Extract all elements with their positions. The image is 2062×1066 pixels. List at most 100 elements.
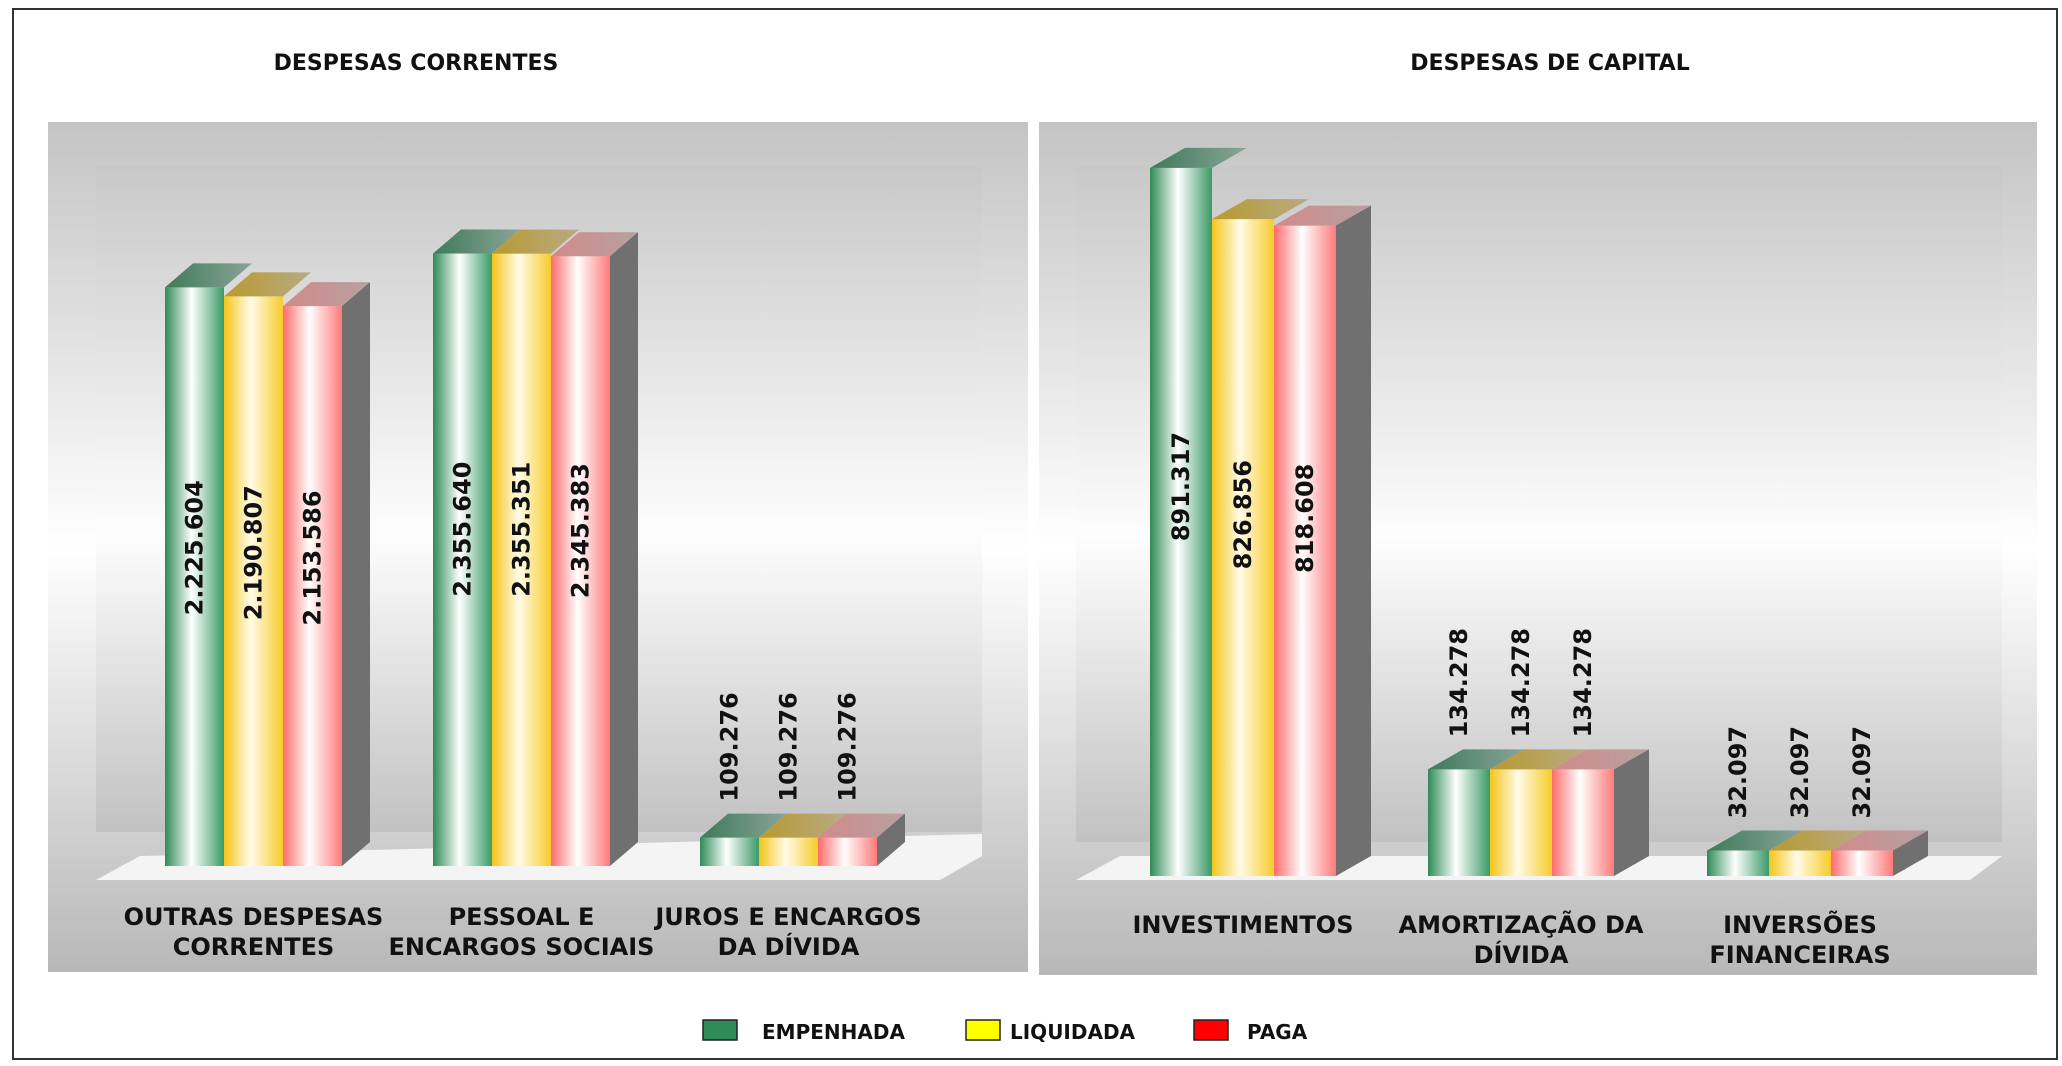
bar-right-1-empenhada-front xyxy=(1428,769,1490,876)
bar-right-1-empenhada-value-label: 134.278 xyxy=(1445,628,1473,737)
legend-swatch-empenhada xyxy=(702,1019,738,1041)
bar-right-1-liquidada-value-label: 134.278 xyxy=(1507,628,1535,737)
legend-label-liquidada: LIQUIDADA xyxy=(1010,1020,1136,1044)
chart-title-right: DESPESAS DE CAPITAL xyxy=(1410,51,1689,76)
bars-group-left: 2.225.604 2.190.807 2.153.586 2.355.640 2.35… xyxy=(165,229,905,867)
bar-right-1-paga-side xyxy=(1614,749,1649,876)
bar-right-1-empenhada-top xyxy=(1428,749,1525,770)
bar-right-1-paga-front xyxy=(1552,769,1614,876)
bar-left-1-paga: 2.345.383 xyxy=(551,232,638,866)
bar-right-2-empenhada: 32.097 xyxy=(1707,726,1804,876)
legend-swatch-paga xyxy=(1193,1019,1229,1041)
bar-right-2-liquidada-top xyxy=(1769,830,1866,851)
bar-left-0-paga-top xyxy=(283,282,370,307)
bar-left-2-paga-side xyxy=(877,813,905,866)
bar-left-2-paga-front xyxy=(818,837,877,866)
bar-right-1-paga-top xyxy=(1552,749,1649,770)
bar-right-1-empenhada: 134.278 xyxy=(1428,628,1525,876)
bar-right-0-liquidada: 826.856 xyxy=(1212,199,1309,877)
bar-right-2-liquidada: 32.097 xyxy=(1769,726,1866,876)
bar-right-2-liquidada-front xyxy=(1769,850,1831,876)
category-label-right-2-line-0: INVERSÕES xyxy=(1723,909,1877,939)
bar-left-0-empenhada: 2.225.604 xyxy=(165,263,252,866)
bar-left-1-empenhada-value-label: 2.355.640 xyxy=(449,462,477,597)
bar-left-0-paga-front xyxy=(283,306,342,866)
bar-right-2-paga-value-label: 32.097 xyxy=(1848,726,1876,819)
bar-left-1-liquidada-value-label: 2.355.351 xyxy=(508,462,536,597)
bar-left-2-paga-top xyxy=(818,813,905,838)
bar-right-0-liquidada-value-label: 826.856 xyxy=(1229,460,1257,569)
category-label-right-1-line-0: AMORTIZAÇÃO DA xyxy=(1399,910,1644,939)
bar-left-0-liquidada: 2.190.807 xyxy=(224,272,311,867)
category-label-left-2-line-0: JUROS E ENCARGOS xyxy=(653,903,921,931)
bar-right-2-empenhada-front xyxy=(1707,850,1769,876)
bar-right-0-empenhada-top xyxy=(1150,147,1247,168)
bar-left-2-empenhada-top xyxy=(700,813,787,838)
bar-left-0-empenhada-front xyxy=(165,287,224,866)
category-label-left-1-line-1: ENCARGOS SOCIAIS xyxy=(389,933,655,961)
bar-left-2-empenhada: 109.276 xyxy=(700,692,787,866)
bar-left-0-paga-side xyxy=(342,282,370,866)
bar-left-2-paga-value-label: 109.276 xyxy=(834,692,862,801)
bar-left-0-liquidada-top xyxy=(224,272,311,297)
bar-left-2-liquidada: 109.276 xyxy=(759,692,846,866)
legend-swatch-liquidada xyxy=(965,1019,1001,1041)
bar-left-2-liquidada-front xyxy=(759,837,818,866)
bar-right-1-liquidada-front xyxy=(1490,769,1552,876)
bar-right-2-paga-front xyxy=(1831,850,1893,876)
panel-despesas-correntes: DESPESAS CORRENTES 2.225.604 2.190.807 2.1… xyxy=(48,51,1028,972)
bar-right-0-liquidada-top xyxy=(1212,199,1309,220)
bar-right-0-empenhada: 891.317 xyxy=(1150,147,1247,876)
bar-right-1-liquidada-top xyxy=(1490,749,1587,770)
bar-left-1-paga-top xyxy=(551,232,638,257)
legend-label-empenhada: EMPENHADA xyxy=(762,1020,905,1044)
bar-left-2-liquidada-value-label: 109.276 xyxy=(775,692,803,801)
category-label-left-1-line-0: PESSOAL E xyxy=(449,903,595,931)
category-label-right-0-line-0: INVESTIMENTOS xyxy=(1133,911,1354,939)
bar-right-0-empenhada-front xyxy=(1150,167,1212,876)
bar-left-1-paga-front xyxy=(551,256,610,866)
bar-right-2-liquidada-value-label: 32.097 xyxy=(1786,726,1814,819)
bar-left-0-paga-value-label: 2.153.586 xyxy=(299,490,327,625)
bar-left-1-liquidada-front xyxy=(492,253,551,866)
category-label-left-0-line-0: OUTRAS DESPESAS xyxy=(124,903,384,931)
bar-right-0-paga-front xyxy=(1274,225,1336,876)
bar-left-2-paga: 109.276 xyxy=(818,692,905,866)
bar-left-1-liquidada: 2.355.351 xyxy=(492,229,579,866)
bar-right-0-liquidada-front xyxy=(1212,219,1274,877)
bar-right-1-paga: 134.278 xyxy=(1552,628,1649,876)
bar-left-1-paga-side xyxy=(610,232,638,866)
bar-left-1-paga-value-label: 2.345.383 xyxy=(567,463,595,598)
bar-right-1-liquidada: 134.278 xyxy=(1490,628,1587,876)
legend: EMPENHADA LIQUIDADA PAGA xyxy=(702,1019,1308,1044)
legend-label-paga: PAGA xyxy=(1247,1020,1308,1044)
chart-title-left: DESPESAS CORRENTES xyxy=(274,51,559,76)
bar-left-0-empenhada-value-label: 2.225.604 xyxy=(181,480,209,615)
bar-left-0-liquidada-value-label: 2.190.807 xyxy=(240,485,268,620)
bar-right-2-empenhada-value-label: 32.097 xyxy=(1724,726,1752,819)
bar-left-1-empenhada: 2.355.640 xyxy=(433,229,520,867)
category-label-left-0-line-1: CORRENTES xyxy=(173,933,335,961)
bar-left-1-empenhada-front xyxy=(433,253,492,867)
bar-left-0-liquidada-front xyxy=(224,296,283,867)
bar-left-0-empenhada-top xyxy=(165,263,252,288)
category-label-left-2-line-1: DA DÍVIDA xyxy=(718,932,860,961)
bar-right-0-paga-side xyxy=(1336,205,1371,876)
bar-left-1-liquidada-top xyxy=(492,229,579,254)
bar-left-1-empenhada-top xyxy=(433,229,520,254)
category-label-right-2-line-1: FINANCEIRAS xyxy=(1709,941,1890,969)
category-label-right-1-line-1: DÍVIDA xyxy=(1474,940,1569,969)
bar-right-0-empenhada-value-label: 891.317 xyxy=(1167,432,1195,541)
bar-right-0-paga: 818.608 xyxy=(1274,205,1371,876)
bars-group-right: 891.317 826.856 818.608 134.278 134.278 134.2… xyxy=(1150,147,1928,877)
bar-left-2-empenhada-front xyxy=(700,837,759,866)
bar-right-0-paga-value-label: 818.608 xyxy=(1291,464,1319,573)
bar-left-2-empenhada-value-label: 109.276 xyxy=(716,692,744,801)
bar-right-2-paga: 32.097 xyxy=(1831,726,1928,876)
bar-right-1-paga-value-label: 134.278 xyxy=(1569,628,1597,737)
bar-right-2-paga-top xyxy=(1831,830,1928,851)
bar-left-0-paga: 2.153.586 xyxy=(283,282,370,866)
